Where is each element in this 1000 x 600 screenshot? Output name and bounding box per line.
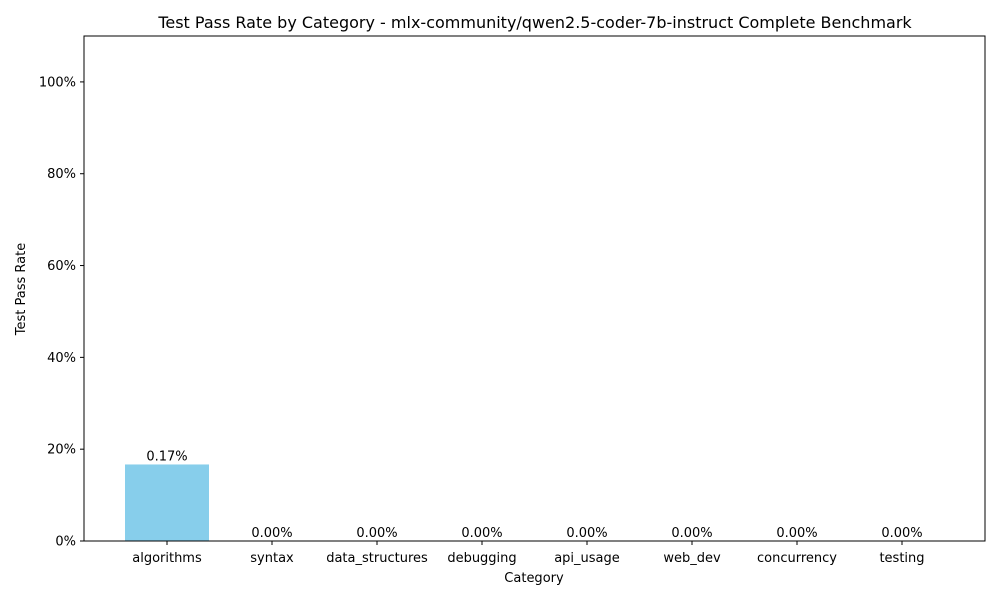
- bars-group: [125, 464, 209, 541]
- data-label-data_structures: 0.00%: [356, 526, 397, 541]
- y-tick-label-1: 20%: [47, 443, 76, 458]
- data-label-testing: 0.00%: [881, 526, 922, 541]
- data-labels-group: 0.17% 0.00% 0.00% 0.00% 0.00% 0.00% 0.00% 0.00%: [146, 449, 922, 541]
- data-label-syntax: 0.00%: [251, 526, 292, 541]
- y-axis: 0% 20% 40% 60% 80% 100%: [39, 75, 84, 550]
- bar-algorithms: [125, 464, 209, 541]
- y-tick-label-4: 80%: [47, 167, 76, 182]
- data-label-api_usage: 0.00%: [566, 526, 607, 541]
- y-tick-label-0: 0%: [55, 535, 76, 550]
- data-label-concurrency: 0.00%: [776, 526, 817, 541]
- chart-title: Test Pass Rate by Category - mlx-communi…: [157, 13, 912, 32]
- x-tick-label-concurrency: concurrency: [757, 551, 837, 566]
- data-label-debugging: 0.00%: [461, 526, 502, 541]
- x-tick-label-debugging: debugging: [447, 551, 516, 566]
- x-tick-label-algorithms: algorithms: [132, 551, 202, 566]
- x-tick-label-data_structures: data_structures: [326, 551, 428, 566]
- data-label-web_dev: 0.00%: [671, 526, 712, 541]
- x-axis-label: Category: [504, 571, 564, 586]
- x-tick-label-api_usage: api_usage: [554, 551, 620, 566]
- data-label-algorithms: 0.17%: [146, 449, 187, 464]
- x-axis: algorithms syntax data_structures debugging…: [132, 541, 925, 566]
- y-tick-label-5: 100%: [39, 75, 76, 90]
- y-tick-label-2: 40%: [47, 351, 76, 366]
- y-axis-label: Test Pass Rate: [14, 243, 29, 336]
- y-tick-label-3: 60%: [47, 259, 76, 274]
- plot-frame: [83, 35, 986, 542]
- x-tick-label-web_dev: web_dev: [663, 551, 721, 566]
- x-tick-label-syntax: syntax: [250, 551, 294, 566]
- x-tick-label-testing: testing: [879, 551, 924, 566]
